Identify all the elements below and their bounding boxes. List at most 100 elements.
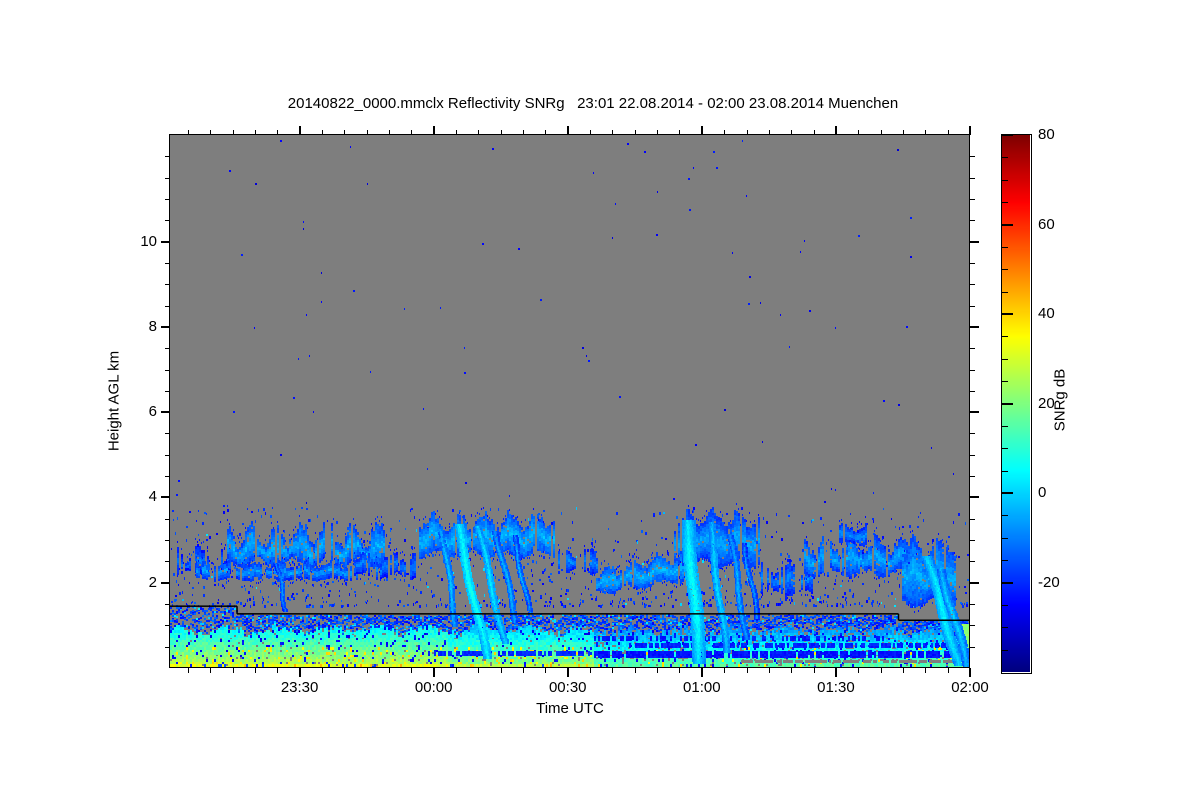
- x-tick-minor: [187, 668, 189, 673]
- colorbar-tick-minor: [1002, 649, 1008, 651]
- y-tick-minor: [970, 433, 975, 435]
- x-tick-minor: [813, 130, 815, 135]
- colorbar-tick-major: [1002, 402, 1013, 405]
- x-tick-major: [969, 126, 971, 135]
- y-tick-minor: [165, 305, 170, 307]
- y-tick-minor: [165, 348, 170, 350]
- x-tick-major: [566, 668, 569, 677]
- y-tick-minor: [165, 284, 170, 286]
- x-tick-minor: [277, 130, 279, 135]
- y-tick-label: 8: [148, 317, 157, 335]
- y-tick-minor: [970, 646, 975, 648]
- x-tick-minor: [344, 668, 346, 673]
- y-tick-major: [161, 411, 170, 414]
- x-tick-minor: [478, 668, 480, 673]
- x-tick-minor: [500, 668, 502, 673]
- y-tick-major: [161, 240, 170, 243]
- y-tick-minor: [165, 433, 170, 435]
- y-tick-major: [161, 581, 170, 584]
- y-tick-major: [970, 581, 979, 584]
- x-tick-minor: [791, 130, 793, 135]
- colorbar-tick-minor: [1002, 291, 1008, 293]
- y-tick-minor: [970, 476, 975, 478]
- y-tick-major: [970, 240, 979, 243]
- y-tick-minor: [970, 156, 975, 158]
- colorbar-tick-minor: [1002, 448, 1008, 450]
- y-tick-minor: [970, 561, 975, 563]
- x-tick-label: 23:30: [280, 679, 319, 696]
- y-axis-label: Height AGL km: [105, 350, 123, 452]
- x-tick-major: [834, 668, 837, 677]
- x-tick-minor: [210, 130, 212, 135]
- x-tick-minor: [456, 130, 458, 135]
- colorbar-tick-minor: [1002, 269, 1008, 271]
- plot-title: 20140822_0000.mmclx Reflectivity SNRg 23…: [287, 95, 899, 112]
- y-tick-minor: [165, 177, 170, 179]
- x-tick-minor: [791, 668, 793, 673]
- x-tick-major: [432, 668, 435, 677]
- colorbar-tick-major: [1002, 223, 1013, 226]
- y-tick-minor: [970, 198, 975, 200]
- y-tick-major: [970, 496, 979, 499]
- y-tick-minor: [165, 369, 170, 371]
- x-tick-minor: [523, 130, 525, 135]
- x-tick-minor: [768, 668, 770, 673]
- y-tick-label: 2: [148, 573, 157, 591]
- y-tick-minor: [970, 369, 975, 371]
- y-tick-minor: [165, 476, 170, 478]
- colorbar-tick-label: 80: [1038, 126, 1055, 143]
- x-tick-minor: [590, 668, 592, 673]
- x-tick-minor: [232, 130, 234, 135]
- y-tick-minor: [970, 220, 975, 222]
- y-tick-major: [161, 496, 170, 499]
- x-tick-minor: [388, 130, 390, 135]
- y-tick-minor: [165, 604, 170, 606]
- colorbar-tick-minor: [1002, 604, 1008, 606]
- y-tick-minor: [165, 540, 170, 542]
- y-tick-minor: [165, 262, 170, 264]
- x-tick-minor: [344, 130, 346, 135]
- x-tick-minor: [880, 668, 882, 673]
- x-tick-minor: [366, 668, 368, 673]
- x-tick-major: [700, 126, 703, 135]
- x-tick-major: [834, 126, 837, 135]
- y-tick-minor: [970, 177, 975, 179]
- y-tick-minor: [970, 284, 975, 286]
- colorbar-tick-minor: [1002, 336, 1008, 338]
- y-tick-minor: [970, 305, 975, 307]
- y-tick-major: [970, 325, 979, 328]
- x-tick-minor: [187, 130, 189, 135]
- x-tick-minor: [321, 130, 323, 135]
- x-tick-minor: [724, 130, 726, 135]
- y-tick-minor: [970, 454, 975, 456]
- y-tick-minor: [970, 625, 975, 627]
- plot-frame: [169, 134, 970, 668]
- x-tick-minor: [478, 130, 480, 135]
- x-tick-minor: [724, 668, 726, 673]
- x-tick-minor: [366, 130, 368, 135]
- x-tick-minor: [523, 668, 525, 673]
- y-tick-minor: [165, 156, 170, 158]
- x-tick-minor: [657, 668, 659, 673]
- x-tick-minor: [634, 668, 636, 673]
- x-tick-major: [700, 668, 703, 677]
- x-tick-major: [432, 126, 435, 135]
- colorbar-tick-minor: [1002, 202, 1008, 204]
- x-tick-minor: [746, 668, 748, 673]
- y-tick-major: [161, 325, 170, 328]
- x-tick-minor: [679, 130, 681, 135]
- x-tick-minor: [768, 130, 770, 135]
- x-tick-minor: [657, 130, 659, 135]
- y-tick-minor: [165, 198, 170, 200]
- y-tick-minor: [165, 646, 170, 648]
- colorbar-tick-major: [1002, 492, 1013, 494]
- x-axis-label: Time UTC: [536, 700, 604, 717]
- x-tick-major: [566, 126, 569, 135]
- x-tick-label: 01:30: [817, 679, 855, 696]
- x-tick-minor: [254, 130, 256, 135]
- y-tick-minor: [165, 625, 170, 627]
- y-tick-minor: [970, 262, 975, 264]
- y-tick-label: 6: [148, 403, 157, 421]
- colorbar-tick-major: [1002, 134, 1013, 136]
